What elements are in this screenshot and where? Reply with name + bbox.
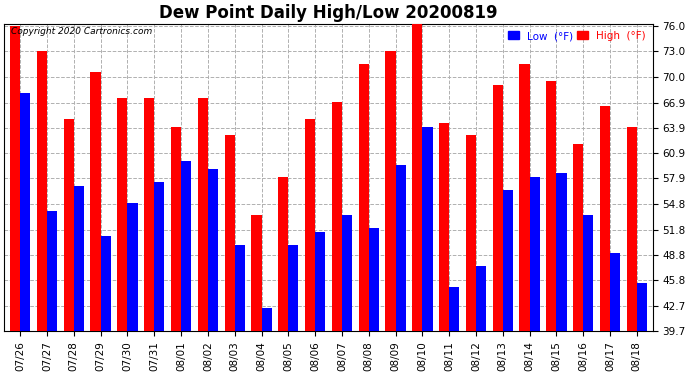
Bar xyxy=(342,215,352,331)
Bar xyxy=(332,102,342,331)
Bar xyxy=(288,245,299,331)
Bar xyxy=(385,51,395,331)
Bar xyxy=(63,118,74,331)
Bar xyxy=(262,308,272,331)
Bar xyxy=(583,215,593,331)
Bar xyxy=(395,165,406,331)
Bar xyxy=(600,106,610,331)
Bar xyxy=(359,64,368,331)
Bar xyxy=(449,287,460,331)
Bar xyxy=(155,182,164,331)
Bar xyxy=(529,177,540,331)
Bar xyxy=(503,190,513,331)
Bar xyxy=(47,211,57,331)
Bar xyxy=(37,51,47,331)
Bar xyxy=(10,26,20,331)
Title: Dew Point Daily High/Low 20200819: Dew Point Daily High/Low 20200819 xyxy=(159,4,497,22)
Bar xyxy=(573,144,583,331)
Bar xyxy=(412,22,422,331)
Bar xyxy=(627,127,637,331)
Bar xyxy=(305,118,315,331)
Bar xyxy=(224,135,235,331)
Bar xyxy=(20,93,30,331)
Bar xyxy=(422,127,433,331)
Bar xyxy=(556,173,566,331)
Bar xyxy=(171,127,181,331)
Bar xyxy=(493,85,503,331)
Bar xyxy=(251,215,262,331)
Bar xyxy=(637,282,647,331)
Legend: Low  (°F), High  (°F): Low (°F), High (°F) xyxy=(506,29,648,43)
Bar xyxy=(520,64,529,331)
Bar xyxy=(315,232,325,331)
Bar xyxy=(90,72,101,331)
Bar xyxy=(466,135,476,331)
Bar xyxy=(546,81,556,331)
Bar xyxy=(235,245,245,331)
Bar xyxy=(198,98,208,331)
Bar xyxy=(368,228,379,331)
Bar xyxy=(128,202,138,331)
Bar xyxy=(101,236,111,331)
Bar xyxy=(439,123,449,331)
Bar xyxy=(74,186,84,331)
Bar xyxy=(476,266,486,331)
Bar xyxy=(117,98,128,331)
Bar xyxy=(208,169,218,331)
Bar xyxy=(144,98,155,331)
Bar xyxy=(181,160,191,331)
Bar xyxy=(278,177,288,331)
Text: Copyright 2020 Cartronics.com: Copyright 2020 Cartronics.com xyxy=(10,27,152,36)
Bar xyxy=(610,253,620,331)
